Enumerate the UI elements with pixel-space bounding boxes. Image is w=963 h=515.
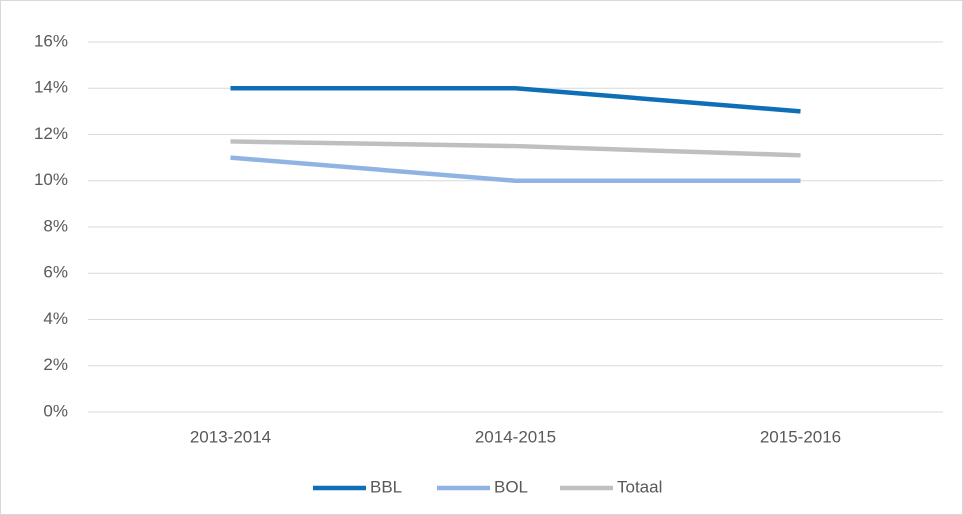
y-tick-label: 10% [34,170,68,189]
y-tick-label: 0% [43,401,68,420]
y-tick-label: 12% [34,124,68,143]
legend-label: BOL [494,477,528,496]
y-tick-label: 2% [43,355,68,374]
x-tick-label: 2014-2015 [475,427,556,446]
y-tick-label: 6% [43,263,68,282]
x-tick-label: 2013-2014 [190,427,271,446]
series-line [230,86,801,114]
y-tick-label: 14% [34,78,68,97]
series-line [230,139,801,158]
x-tick-label: 2015-2016 [760,427,841,446]
legend-label: BBL [370,477,402,496]
y-tick-label: 16% [34,31,68,50]
y-tick-label: 8% [43,216,68,235]
legend-label: Totaal [617,477,662,496]
series-line [230,155,801,183]
y-tick-label: 4% [43,309,68,328]
